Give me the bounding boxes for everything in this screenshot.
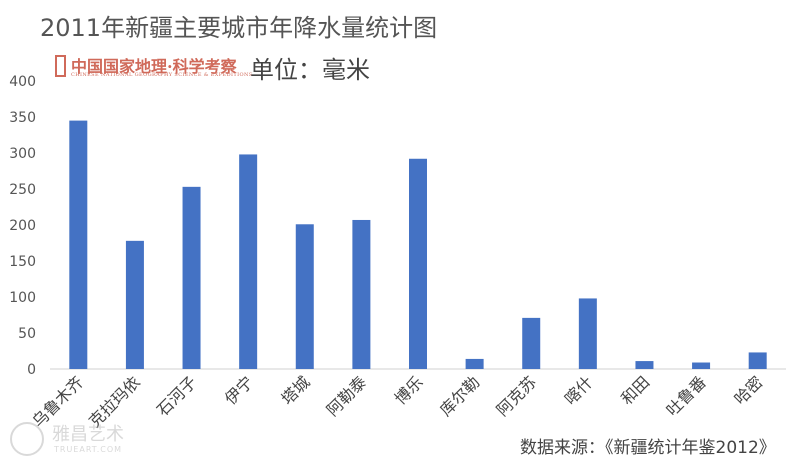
logo-mark-icon xyxy=(55,55,66,77)
x-tick-label: 阿克苏 xyxy=(493,372,540,419)
bar-3 xyxy=(182,186,201,369)
chart-title: 2011年新疆主要城市年降水量统计图 xyxy=(40,14,438,42)
watermark-text: 雅昌艺术 xyxy=(52,424,124,445)
bar-8 xyxy=(465,358,484,369)
logo-text: 中国国家地理·科学考察 xyxy=(71,57,237,76)
watermark-subtext: TRUEART.COM xyxy=(54,445,123,454)
unit-label: 单位：毫米 xyxy=(250,56,370,84)
x-tick-label: 博乐 xyxy=(391,372,427,408)
x-tick-label: 塔城 xyxy=(278,372,314,408)
y-tick-label: 0 xyxy=(27,362,36,378)
x-tick-label: 伊宁 xyxy=(221,372,257,408)
y-tick-label: 350 xyxy=(9,110,36,126)
x-tick-label: 喀什 xyxy=(561,372,597,408)
bar-13 xyxy=(748,352,767,369)
x-tick-label: 吐鲁番 xyxy=(663,372,710,419)
bar-1 xyxy=(69,120,88,369)
y-tick-label: 150 xyxy=(9,254,36,270)
bar-11 xyxy=(635,361,654,369)
bar-9 xyxy=(522,317,541,369)
x-tick-label: 石河子 xyxy=(153,372,200,419)
bar-7 xyxy=(409,158,427,369)
bar-2 xyxy=(125,240,144,369)
x-tick-label: 阿勒泰 xyxy=(323,372,370,419)
logo: 中国国家地理·科学考察 CHINESE NATIONAL GEOGRAPHY S… xyxy=(55,52,252,84)
bar-5 xyxy=(295,224,314,369)
x-tick-label: 和田 xyxy=(617,372,653,408)
bar-12 xyxy=(692,362,711,369)
bar-4 xyxy=(239,154,258,369)
watermark-logo-icon xyxy=(10,422,44,456)
y-tick-label: 50 xyxy=(18,326,36,342)
y-tick-label: 250 xyxy=(9,182,36,198)
y-tick-label: 200 xyxy=(9,218,36,234)
y-tick-label: 100 xyxy=(9,290,36,306)
bar-10 xyxy=(578,298,597,369)
y-tick-label: 300 xyxy=(9,146,36,162)
source-note: 数据来源：《新疆统计年鉴2012》 xyxy=(520,438,776,458)
watermark: 雅昌艺术 TRUEART.COM xyxy=(8,418,138,462)
x-tick-label: 库尔勒 xyxy=(436,372,483,419)
y-tick-label: 400 xyxy=(9,74,36,90)
x-tick-label: 哈密 xyxy=(730,372,766,408)
logo-subtext: CHINESE NATIONAL GEOGRAPHY SCIENCE & EXP… xyxy=(71,72,253,78)
bar-6 xyxy=(352,219,371,369)
